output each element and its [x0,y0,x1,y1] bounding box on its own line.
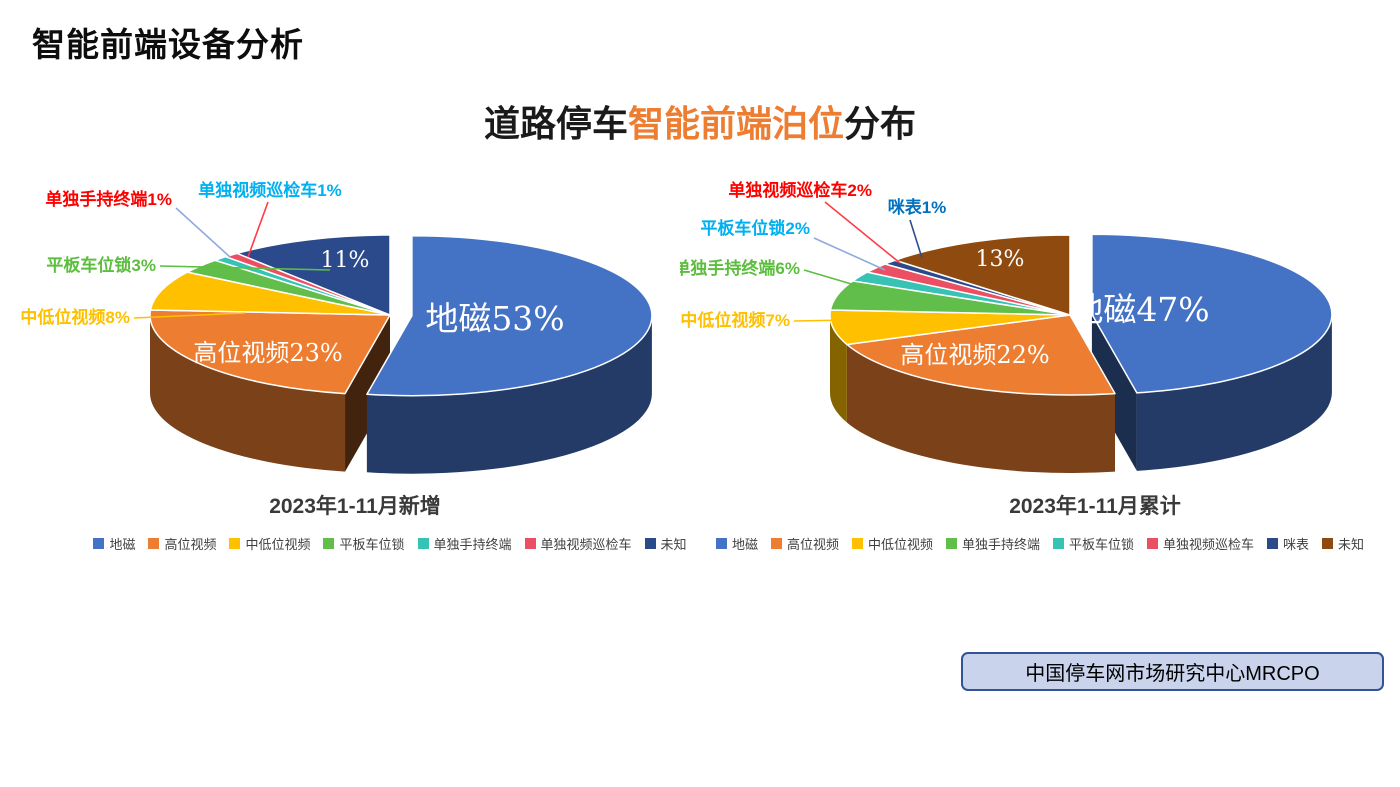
slice-inner-label: 13% [976,247,1025,272]
pie-chart-2023-new: 地磁53% 高位视频23% 11% 中低位视频8% 平板车位锁3% 单独手持终端1% 单独视… [0,158,700,553]
subtitle-highlight: 智能前端泊位 [627,103,844,144]
legend-swatch [93,538,105,549]
pie-slice-side [366,315,652,474]
legend-label: 中低位视频 [867,537,933,552]
chart-caption: 2023年1-11月累计 [1009,495,1181,518]
legend-swatch [1267,538,1279,549]
slice-callout-label: 单独手持终端1% [45,189,172,209]
pie-slice [366,234,653,397]
legend-item: 中低位视频 [851,534,933,553]
legend-item: 地磁 [93,534,135,553]
pie-slice-side [830,315,847,423]
legend-label: 未知 [1338,537,1365,552]
pie-slice [846,314,1116,396]
legend-swatch [644,538,656,549]
legend-label: 单独视频巡检车 [540,537,632,552]
page-title: 智能前端设备分析 [32,26,304,63]
legend-swatch [715,538,727,549]
legend-label: 高位视频 [164,537,217,552]
callout-leader-line [159,265,331,271]
slice-inner-label: 高位视频22% [900,341,1049,369]
slice-callout-label: 咪表1% [888,197,947,217]
pie-slice [1091,233,1333,394]
legend-swatch [417,538,429,549]
callout-leader-line [247,201,269,258]
source-label: 中国停车网市场研究中心MRCPO [1025,663,1320,685]
legend-swatch [524,538,536,549]
legend-swatch [851,538,863,549]
legend-item: 未知 [1322,534,1364,553]
chart-caption: 2023年1-11月新增 [269,495,441,518]
pie-slice [236,234,391,316]
callout-leader-line [824,201,901,264]
callout-leader-line [803,269,866,289]
legend-item: 单独手持终端 [945,534,1040,553]
legend-swatch [148,538,160,549]
subtitle-prefix: 道路停车 [483,103,628,144]
legend-item: 单独视频巡检车 [524,534,632,553]
slice-callout-label: 中低位视频8% [20,307,130,327]
slice-callout-label: 平板车位锁3% [46,255,156,275]
callout-leader-line [909,219,923,259]
chart-heading: 道路停车智能前端泊位分布 [0,95,1400,147]
legend-label: 平板车位锁 [339,537,405,552]
legend-item: 中低位视频 [229,534,310,553]
callout-leader-line [813,237,886,271]
legend-swatch [229,538,241,549]
slice-inner-label: 地磁47% [1070,290,1209,329]
legend-swatch [945,538,957,549]
slice-callout-label: 平板车位锁2% [700,218,810,238]
legend-item: 单独视频巡检车 [1147,534,1254,553]
legend-item: 平板车位锁 [323,534,405,553]
source-box: 中国停车网市场研究中心MRCPO [961,652,1384,691]
pie-3d-svg: 地磁53% 高位视频23% 11% 中低位视频8% 平板车位锁3% 单独手持终端1% 单独视… [20,180,653,474]
slice-callout-label: 单独视频巡检车1% [198,180,342,200]
legend-swatch [1322,538,1334,549]
legend-label: 地磁 [731,537,758,552]
slice-callout-label: 单独视频巡检车2% [728,180,872,200]
legend-label: 单独视频巡检车 [1163,537,1255,552]
chart-legend: 地磁 高位视频 中低位视频 平板车位锁 单独手持终端 单独视频巡检车 未知 [40,534,740,553]
legend-label: 咪表 [1283,537,1310,552]
pie-slice-side [150,315,346,472]
pie-slice-side [1136,314,1332,471]
legend-item: 平板车位锁 [1053,534,1134,553]
legend-item: 地磁 [715,534,758,553]
slice-inner-label: 地磁53% [425,299,564,338]
legend-item: 高位视频 [148,534,216,553]
legend-label: 地磁 [109,537,136,552]
slice-callout-label: 单独手持终端6% [680,258,800,278]
slice-inner-label: 高位视频23% [193,339,342,367]
legend-label: 高位视频 [786,537,839,552]
pie-slice [894,234,1071,316]
legend-item: 高位视频 [770,534,839,553]
legend-swatch [323,538,335,549]
legend-label: 平板车位锁 [1069,537,1135,552]
callout-leader-line [133,312,246,319]
legend-label: 中低位视频 [245,537,311,552]
pie-3d-svg: 地磁47% 高位视频22% 13% 中低位视频7% 单独手持终端6% 平板车位锁2% 单独视… [680,180,1333,474]
subtitle-suffix: 分布 [844,103,917,144]
legend-label: 单独手持终端 [961,537,1040,552]
legend-item: 咪表 [1267,534,1309,553]
legend-swatch [770,538,782,549]
pie-slice [149,309,391,395]
pie-slice [149,271,391,316]
legend-item: 未知 [644,534,687,553]
chart-legend: 地磁 高位视频 中低位视频 单独手持终端 平板车位锁 单独视频巡检车 咪表 未知 [680,534,1400,553]
legend-item: 单独手持终端 [417,534,512,553]
callout-leader-line [793,319,851,322]
slice-inner-label: 11% [321,248,370,273]
slice-callout-label: 中低位视频7% [680,310,790,330]
legend-label: 未知 [660,537,687,552]
callout-leader-line [175,207,231,258]
legend-label: 单独手持终端 [433,537,512,552]
legend-swatch [1053,538,1064,549]
pie-chart-2023-cumulative: 地磁47% 高位视频22% 13% 中低位视频7% 单独手持终端6% 平板车位锁2% 单独视… [680,158,1400,553]
legend-swatch [1147,538,1159,549]
